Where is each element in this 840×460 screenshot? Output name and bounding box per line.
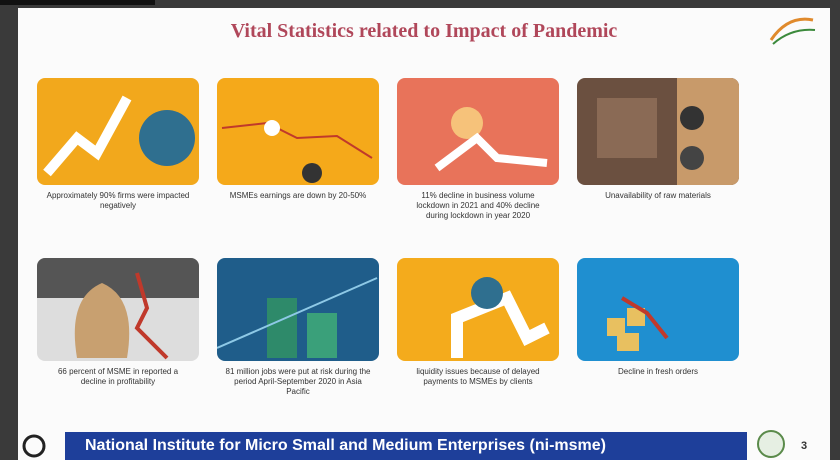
window-edge xyxy=(0,0,155,5)
slide-title: Vital Statistics related to Impact of Pa… xyxy=(18,20,830,43)
illustration xyxy=(37,78,199,185)
stat-card: Decline in fresh orders xyxy=(577,258,739,377)
card-image xyxy=(217,258,379,361)
card-caption: 66 percent of MSME in reported a decline… xyxy=(37,367,199,387)
card-caption: MSMEs earnings are down by 20-50% xyxy=(217,191,379,201)
stat-card: MSMEs earnings are down by 20-50% xyxy=(217,78,379,201)
card-caption: 11% decline in business volume lockdown … xyxy=(397,191,559,221)
page: Vital Statistics related to Impact of Pa… xyxy=(0,0,840,460)
card-image xyxy=(37,78,199,185)
ni-msme-logo xyxy=(20,432,56,460)
card-caption: liquidity issues because of delayed paym… xyxy=(397,367,559,387)
card-caption: Decline in fresh orders xyxy=(577,367,739,377)
stat-card: 66 percent of MSME in reported a decline… xyxy=(37,258,199,387)
card-image xyxy=(217,78,379,185)
illustration xyxy=(217,258,379,361)
illustration xyxy=(37,258,199,361)
footer-bar: National Institute for Micro Small and M… xyxy=(65,432,747,460)
stat-card: 81 million jobs were put at risk during … xyxy=(217,258,379,397)
stat-card: liquidity issues because of delayed paym… xyxy=(397,258,559,387)
illustration xyxy=(397,78,559,185)
illustration xyxy=(397,258,559,361)
card-image xyxy=(577,78,739,185)
card-image xyxy=(37,258,199,361)
card-image xyxy=(577,258,739,361)
stat-card: Approximately 90% firms were impacted ne… xyxy=(37,78,199,211)
card-caption: Unavailability of raw materials xyxy=(577,191,739,201)
card-caption: Approximately 90% firms were impacted ne… xyxy=(37,191,199,211)
stat-card: 11% decline in business volume lockdown … xyxy=(397,78,559,221)
emblem xyxy=(753,428,789,460)
illustration xyxy=(217,78,379,185)
logo xyxy=(763,10,823,50)
stat-card: Unavailability of raw materials xyxy=(577,78,739,201)
illustration xyxy=(577,78,739,185)
page-number: 3 xyxy=(801,440,807,452)
slide: Vital Statistics related to Impact of Pa… xyxy=(18,8,830,460)
card-caption: 81 million jobs were put at risk during … xyxy=(217,367,379,397)
illustration xyxy=(577,258,739,361)
card-image xyxy=(397,78,559,185)
card-image xyxy=(397,258,559,361)
